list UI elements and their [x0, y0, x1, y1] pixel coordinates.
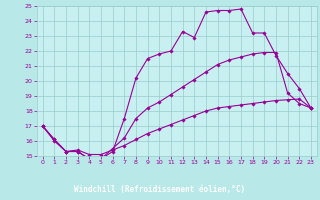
- Text: Windchill (Refroidissement éolien,°C): Windchill (Refroidissement éolien,°C): [75, 185, 245, 194]
